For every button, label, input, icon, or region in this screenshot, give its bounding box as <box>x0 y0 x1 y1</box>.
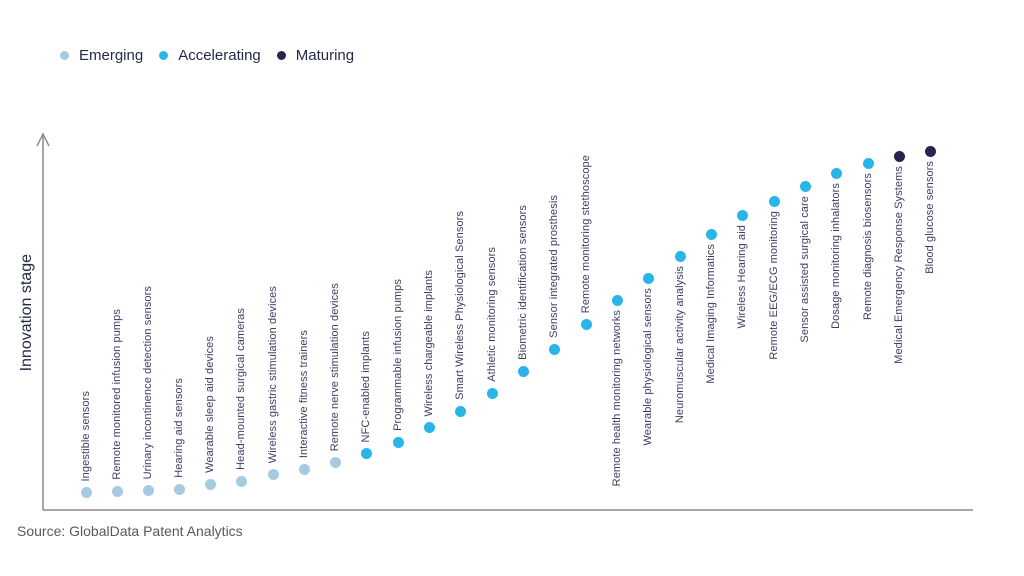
data-point-label: Remote diagnosis biosensors <box>862 173 874 320</box>
data-point-label: Smart Wireless Physiological Sensors <box>454 211 466 400</box>
data-point-dot <box>454 405 466 417</box>
data-point-label: Athletic monitoring sensors <box>486 247 498 382</box>
data-point-dot <box>267 468 279 480</box>
data-point-dot <box>674 250 686 262</box>
data-point-label: Remote health monitoring networks <box>611 310 623 487</box>
data-point-label: Medical Emergency Response Systems <box>893 166 905 364</box>
data-point-dot <box>486 387 498 399</box>
data-point-dot <box>799 180 811 192</box>
data-point-label: Dosage monitoring inhalators <box>830 183 842 329</box>
accelerating-dot-icon <box>159 51 169 60</box>
data-point-dot <box>423 421 435 433</box>
data-point-dot <box>548 343 560 355</box>
data-point-label: Ingestible sensors <box>80 390 92 481</box>
legend-label-accelerating: Accelerating <box>178 47 261 64</box>
data-point-dot <box>142 484 154 496</box>
data-point-dot <box>924 145 936 157</box>
data-point-dot <box>392 436 404 448</box>
data-point-label: Wearable physiological sensors <box>642 288 654 446</box>
legend: Emerging Accelerating Maturing <box>60 47 370 64</box>
data-point-label: Remote nerve stimulation devices <box>329 282 341 451</box>
data-point-label: Blood glucose sensors <box>924 161 936 274</box>
data-point-dot <box>705 228 717 240</box>
data-point-dot <box>80 486 92 498</box>
data-point-dot <box>862 157 874 169</box>
data-point-dot <box>642 272 654 284</box>
maturing-dot-icon <box>276 51 286 60</box>
data-point-dot <box>611 294 623 306</box>
emerging-dot-icon <box>60 51 69 60</box>
legend-label-maturing: Maturing <box>295 47 355 64</box>
data-point-label: Remote monitoring stethoscope <box>580 154 592 313</box>
data-point-dot <box>173 483 185 495</box>
data-point-label: Medical Imaging Informatics <box>705 244 717 384</box>
data-point-label: Urinary incontinence detection sensors <box>142 285 154 479</box>
data-point-dot <box>893 150 905 162</box>
data-point-label: Wireless gastric stimulation devices <box>267 285 279 463</box>
data-point-label: Interactive fitness trainers <box>298 329 310 458</box>
data-point-label: Hearing aid sensors <box>173 378 185 478</box>
data-point-label: Neuromuscular activity analysis <box>674 266 686 424</box>
data-point-dot <box>329 456 341 468</box>
data-point-label: Sensor assisted surgical care <box>799 196 811 343</box>
data-point-dot <box>111 485 123 497</box>
data-point-dot <box>768 195 780 207</box>
data-point-label: NFC-enabled implants <box>360 330 372 442</box>
data-point-dot <box>360 447 372 459</box>
data-point-label: Wireless Hearing aid <box>736 225 748 329</box>
data-point-dot <box>204 478 216 490</box>
data-point-label: Biometric identification sensors <box>517 205 529 360</box>
legend-item-accelerating: Accelerating <box>159 47 261 64</box>
data-point-label: Remote monitored infusion pumps <box>111 309 123 480</box>
data-point-label: Wearable sleep aid devices <box>204 336 216 473</box>
data-point-dot <box>830 167 842 179</box>
data-point-label: Head-mounted surgical cameras <box>235 308 247 470</box>
source-text: Source: GlobalData Patent Analytics <box>17 523 243 539</box>
data-point-dot <box>235 475 247 487</box>
data-point-dot <box>517 365 529 377</box>
legend-label-emerging: Emerging <box>79 47 144 64</box>
data-point-label: Sensor integrated prosthesis <box>548 195 560 338</box>
legend-item-maturing: Maturing <box>276 47 355 64</box>
data-point-label: Wireless chargeable implants <box>423 269 435 416</box>
y-axis-title: Innovation stage <box>18 254 35 372</box>
data-point-dot <box>736 209 748 221</box>
legend-item-emerging: Emerging <box>60 47 143 64</box>
y-axis-arrow-icon <box>36 132 50 147</box>
data-point-label: Programmable infusion pumps <box>392 279 404 431</box>
data-point-dot <box>580 318 592 330</box>
data-point-label: Remote EEG/ECG monitoring <box>768 211 780 360</box>
data-point-dot <box>298 463 310 475</box>
